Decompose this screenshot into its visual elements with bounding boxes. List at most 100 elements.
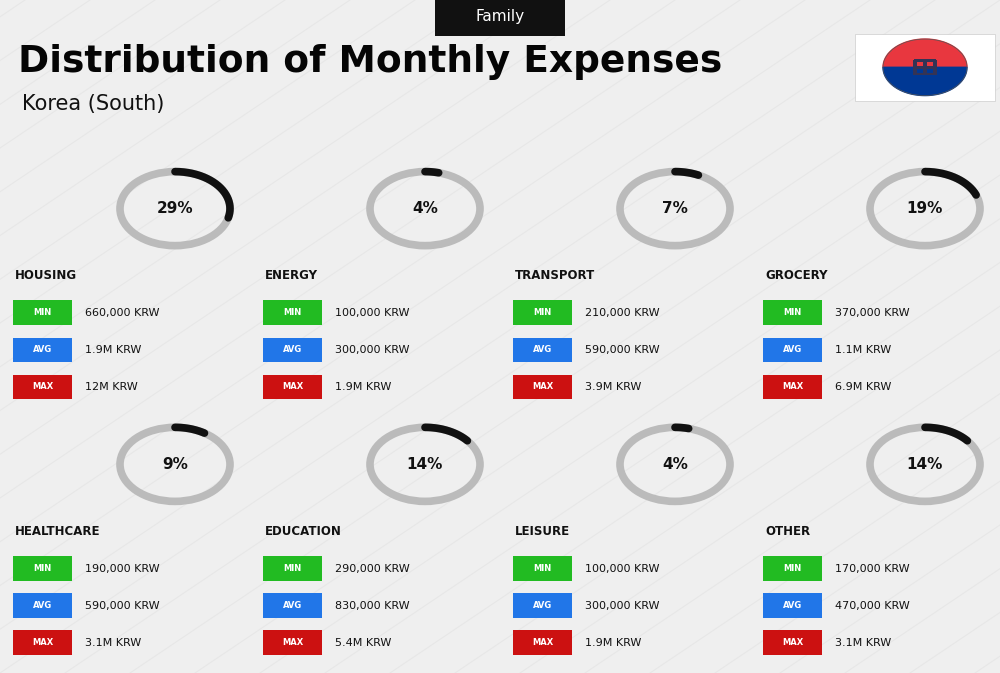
Text: 660,000 KRW: 660,000 KRW (85, 308, 160, 318)
Text: 830,000 KRW: 830,000 KRW (335, 601, 410, 610)
FancyBboxPatch shape (763, 594, 822, 618)
FancyBboxPatch shape (513, 300, 572, 325)
Text: 9%: 9% (162, 457, 188, 472)
Text: AVG: AVG (533, 345, 552, 355)
Text: 290,000 KRW: 290,000 KRW (335, 564, 410, 573)
Text: 3.1M KRW: 3.1M KRW (85, 638, 141, 647)
FancyBboxPatch shape (855, 34, 995, 101)
FancyBboxPatch shape (513, 556, 572, 581)
FancyBboxPatch shape (513, 374, 572, 400)
FancyBboxPatch shape (13, 594, 72, 618)
Text: AVG: AVG (533, 601, 552, 610)
Polygon shape (913, 60, 917, 75)
Text: MIN: MIN (783, 564, 802, 573)
Text: HOUSING: HOUSING (15, 269, 77, 283)
Polygon shape (933, 60, 937, 75)
Text: LEISURE: LEISURE (515, 525, 570, 538)
FancyBboxPatch shape (263, 337, 322, 362)
FancyBboxPatch shape (763, 630, 822, 656)
Text: MAX: MAX (782, 638, 803, 647)
Text: MIN: MIN (533, 308, 552, 318)
FancyBboxPatch shape (263, 300, 322, 325)
Text: EDUCATION: EDUCATION (265, 525, 342, 538)
FancyBboxPatch shape (513, 630, 572, 656)
Text: MIN: MIN (783, 308, 802, 318)
Polygon shape (914, 66, 936, 69)
Text: 170,000 KRW: 170,000 KRW (835, 564, 910, 573)
FancyBboxPatch shape (263, 630, 322, 656)
Text: MAX: MAX (282, 382, 303, 392)
Text: HEALTHCARE: HEALTHCARE (15, 525, 100, 538)
Text: 6.9M KRW: 6.9M KRW (835, 382, 891, 392)
Text: 1.9M KRW: 1.9M KRW (335, 382, 391, 392)
Text: 590,000 KRW: 590,000 KRW (585, 345, 660, 355)
Text: MIN: MIN (283, 308, 302, 318)
Text: Distribution of Monthly Expenses: Distribution of Monthly Expenses (18, 44, 722, 80)
Text: 1.9M KRW: 1.9M KRW (85, 345, 141, 355)
Text: 12M KRW: 12M KRW (85, 382, 138, 392)
Text: 1.9M KRW: 1.9M KRW (585, 638, 641, 647)
FancyBboxPatch shape (763, 374, 822, 400)
FancyBboxPatch shape (263, 556, 322, 581)
Text: MAX: MAX (782, 382, 803, 392)
Polygon shape (913, 60, 917, 75)
Circle shape (904, 67, 946, 96)
Text: 370,000 KRW: 370,000 KRW (835, 308, 910, 318)
Text: 1.1M KRW: 1.1M KRW (835, 345, 891, 355)
Text: MAX: MAX (32, 638, 53, 647)
FancyBboxPatch shape (13, 556, 72, 581)
Text: AVG: AVG (33, 345, 52, 355)
Polygon shape (914, 66, 936, 69)
Text: MIN: MIN (33, 308, 52, 318)
Polygon shape (923, 60, 927, 75)
FancyBboxPatch shape (13, 337, 72, 362)
FancyBboxPatch shape (435, 0, 565, 36)
Polygon shape (914, 73, 936, 75)
Text: AVG: AVG (33, 601, 52, 610)
FancyBboxPatch shape (763, 337, 822, 362)
Polygon shape (914, 73, 936, 75)
Text: Family: Family (475, 9, 525, 24)
Text: MIN: MIN (283, 564, 302, 573)
Text: 3.9M KRW: 3.9M KRW (585, 382, 641, 392)
Text: 300,000 KRW: 300,000 KRW (585, 601, 660, 610)
FancyBboxPatch shape (13, 630, 72, 656)
Text: MAX: MAX (32, 382, 53, 392)
Text: 14%: 14% (407, 457, 443, 472)
FancyBboxPatch shape (13, 300, 72, 325)
Text: 190,000 KRW: 190,000 KRW (85, 564, 160, 573)
Text: AVG: AVG (783, 345, 802, 355)
Text: MIN: MIN (533, 564, 552, 573)
FancyBboxPatch shape (13, 374, 72, 400)
Text: 210,000 KRW: 210,000 KRW (585, 308, 660, 318)
Text: ENERGY: ENERGY (265, 269, 318, 283)
Text: 3.1M KRW: 3.1M KRW (835, 638, 891, 647)
Text: 29%: 29% (157, 201, 193, 216)
Text: GROCERY: GROCERY (765, 269, 828, 283)
Text: 470,000 KRW: 470,000 KRW (835, 601, 910, 610)
Text: TRANSPORT: TRANSPORT (515, 269, 595, 283)
FancyBboxPatch shape (763, 300, 822, 325)
Text: 19%: 19% (907, 201, 943, 216)
Text: AVG: AVG (283, 601, 302, 610)
Text: MIN: MIN (33, 564, 52, 573)
FancyBboxPatch shape (513, 337, 572, 362)
Text: Korea (South): Korea (South) (22, 94, 164, 114)
Text: OTHER: OTHER (765, 525, 810, 538)
Polygon shape (914, 59, 936, 62)
Polygon shape (914, 59, 936, 62)
Text: AVG: AVG (283, 345, 302, 355)
Text: MAX: MAX (532, 638, 553, 647)
FancyBboxPatch shape (763, 556, 822, 581)
Text: AVG: AVG (783, 601, 802, 610)
Text: 590,000 KRW: 590,000 KRW (85, 601, 160, 610)
Text: 300,000 KRW: 300,000 KRW (335, 345, 410, 355)
Circle shape (904, 39, 946, 67)
Text: MAX: MAX (282, 638, 303, 647)
FancyBboxPatch shape (263, 374, 322, 400)
Text: 100,000 KRW: 100,000 KRW (335, 308, 410, 318)
Polygon shape (883, 39, 967, 67)
Text: 100,000 KRW: 100,000 KRW (585, 564, 660, 573)
Polygon shape (883, 67, 967, 96)
Text: 4%: 4% (662, 457, 688, 472)
